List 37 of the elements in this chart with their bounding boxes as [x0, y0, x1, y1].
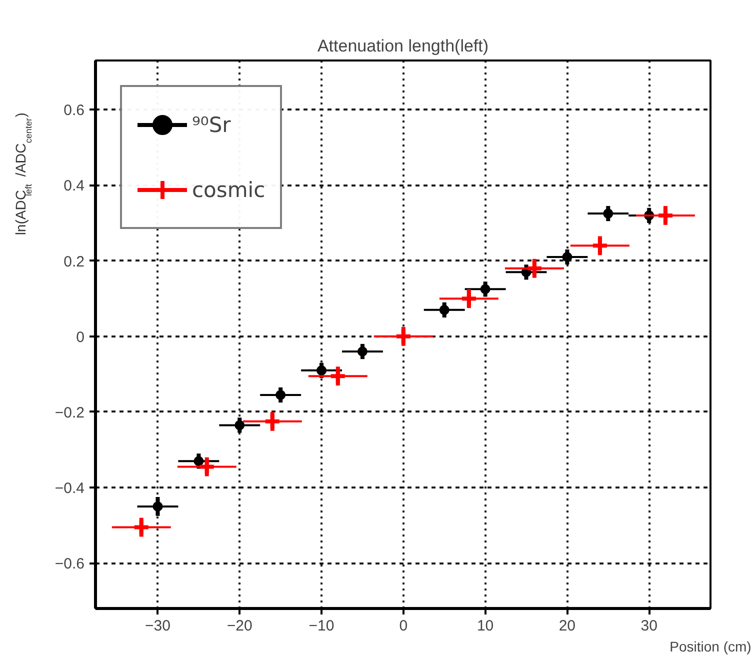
point: [460, 290, 478, 308]
y-tick-label: 0.2: [64, 253, 85, 270]
x-tick-label: 30: [640, 618, 658, 634]
point: [357, 346, 368, 356]
x-tick-label: −30: [145, 618, 170, 634]
point: [525, 259, 544, 278]
x-axis-title: Position (cm): [670, 638, 752, 654]
point: [194, 456, 204, 466]
point: [480, 284, 490, 294]
y-tick-label: 0.4: [64, 178, 85, 195]
legend-label: cosmic: [192, 178, 266, 202]
chart-title: Attenuation length(left): [317, 36, 489, 56]
point: [276, 390, 286, 400]
point: [198, 458, 216, 476]
point: [263, 412, 282, 430]
x-tick-label: 20: [558, 618, 576, 634]
point: [234, 420, 245, 430]
x-tick-label: 0: [399, 618, 408, 634]
y-tick-label: −0.2: [54, 404, 85, 422]
legend-label: ⁹⁰Sr: [192, 112, 231, 136]
y-axis-title: ln(ADCleft /ADCcenter): [12, 112, 34, 236]
point: [603, 208, 614, 219]
x-tick-label: 10: [476, 618, 494, 634]
point: [562, 252, 572, 262]
point: [590, 236, 609, 255]
point: [132, 518, 150, 536]
y-tick-label: 0.6: [64, 102, 85, 120]
point: [328, 367, 347, 386]
point: [394, 327, 412, 346]
y-tick-label: −0.6: [54, 556, 85, 573]
point: [439, 304, 450, 315]
x-tick-label: −20: [226, 618, 252, 634]
y-tick-label: −0.4: [54, 480, 85, 498]
point: [316, 365, 327, 376]
point: [152, 501, 163, 512]
x-tick-label: −10: [308, 618, 334, 634]
y-tick-label: 0: [76, 328, 84, 346]
